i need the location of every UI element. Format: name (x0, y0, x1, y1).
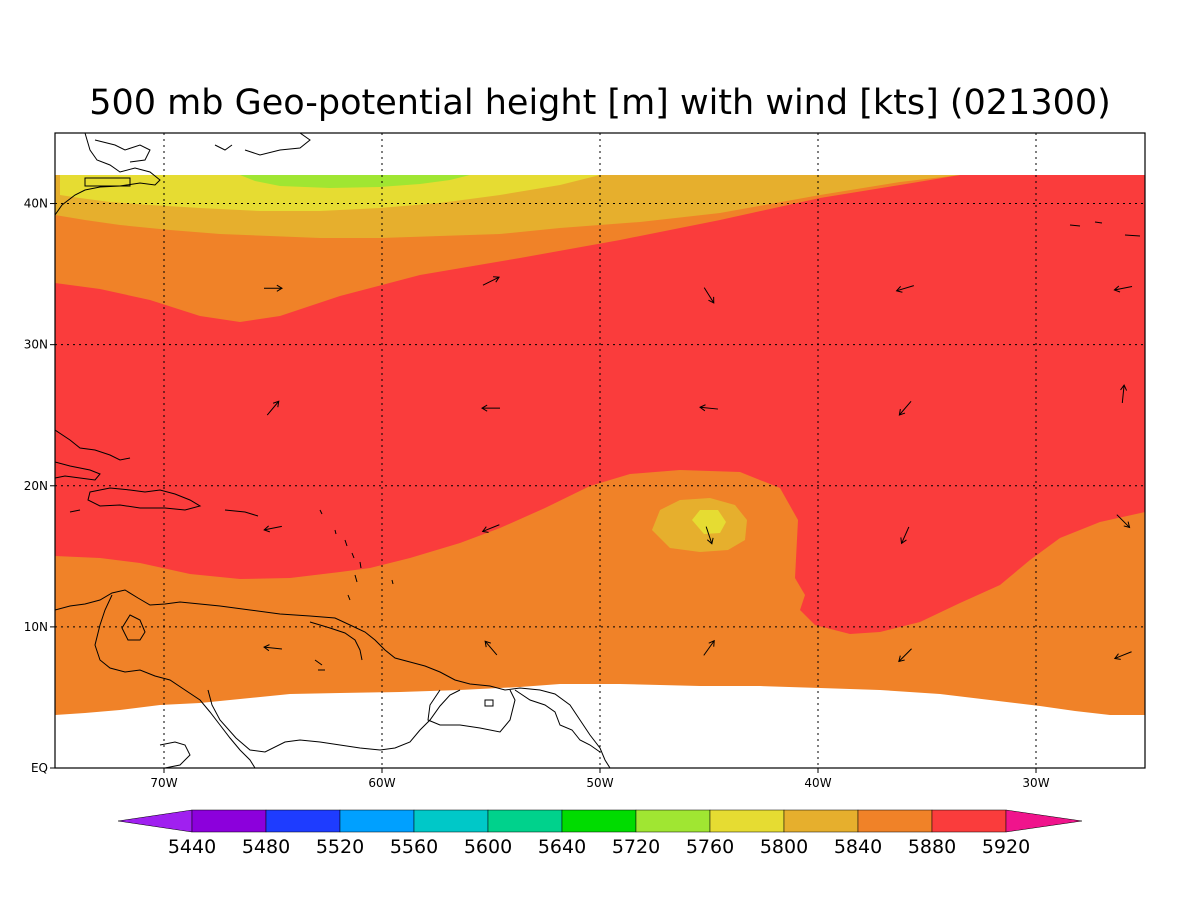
wind-vector-arrow (484, 640, 498, 656)
colorbar-label: 5520 (316, 836, 364, 858)
colorbar-swatch (413, 809, 489, 833)
y-tick-label: 20N (24, 479, 48, 493)
y-tick-label: 30N (24, 338, 48, 352)
colorbar-swatch (783, 809, 859, 833)
wind-vector-arrow (1113, 285, 1133, 293)
wind-vector-arrow (895, 285, 914, 293)
x-tick-label: 40W (804, 776, 831, 790)
colorbar-swatch (857, 809, 933, 833)
contour-fill-5760 (240, 175, 470, 188)
colorbar-label: 5640 (538, 836, 586, 858)
wind-vector-arrow (482, 276, 500, 286)
colorbar: 5440 5480 5520 5560 5600 5640 5720 5760 5800 5840… (117, 809, 1083, 858)
lat-lon-grid (55, 133, 1145, 768)
colorbar-swatch (265, 809, 341, 833)
wind-vector-arrow (1113, 651, 1132, 660)
wind-vector-arrow (898, 401, 912, 416)
x-tick-label: 70W (150, 776, 177, 790)
colorbar-label: 5600 (464, 836, 512, 858)
wind-vector-arrow (266, 400, 280, 416)
wind-vector-arrow (703, 639, 715, 656)
colorbar-label: 5880 (908, 836, 956, 858)
colorbar-label: 5720 (612, 836, 660, 858)
colorbar-high-triangle (1005, 809, 1083, 833)
colorbar-label: 5840 (834, 836, 882, 858)
contour-fill-5800 (60, 175, 600, 211)
wind-vector-arrow (264, 284, 283, 292)
wind-vector-arrow (703, 287, 715, 304)
wind-vector-arrow (481, 404, 500, 412)
y-tick-label: 10N (24, 620, 48, 634)
x-tick-label: 50W (586, 776, 613, 790)
wind-vector-arrow (898, 648, 912, 663)
wind-vectors (263, 276, 1133, 663)
colorbar-label: 5440 (168, 836, 216, 858)
y-tick-label: 40N (24, 197, 48, 211)
wind-vector-arrow (699, 404, 719, 412)
x-tick-label: 30W (1022, 776, 1049, 790)
y-tick-label: EQ (31, 761, 48, 775)
wind-vector-arrow (705, 526, 714, 545)
x-tick-label: 60W (368, 776, 395, 790)
colorbar-label: 5560 (390, 836, 438, 858)
colorbar-swatch (191, 809, 267, 833)
colorbar-swatch (339, 809, 415, 833)
wind-vector-arrow (1120, 384, 1128, 404)
colorbar-label: 5920 (982, 836, 1030, 858)
colorbar-label: 5480 (242, 836, 290, 858)
colorbar-swatch (561, 809, 637, 833)
wind-vector-arrow (1116, 514, 1131, 529)
wind-vector-arrow (263, 644, 283, 652)
contour-fill-5800-cell (692, 510, 726, 534)
colorbar-swatch (487, 809, 563, 833)
colorbar-swatch (635, 809, 711, 833)
wind-vector-arrow (263, 525, 282, 533)
map-title: 500 mb Geo-potential height [m] with win… (89, 83, 1111, 123)
colorbar-low-triangle (117, 809, 193, 833)
axis-labels: 70W 60W 50W 40W 30W EQ 10N 20N 30N 40N (24, 197, 1050, 790)
wind-vector-arrow (900, 526, 910, 545)
plot-area (55, 133, 1145, 768)
colorbar-label: 5760 (686, 836, 734, 858)
colorbar-swatch (931, 809, 1007, 833)
colorbar-label: 5800 (760, 836, 808, 858)
colorbar-swatch (709, 809, 785, 833)
wind-vector-arrow (481, 524, 500, 533)
coastlines (55, 133, 1141, 768)
